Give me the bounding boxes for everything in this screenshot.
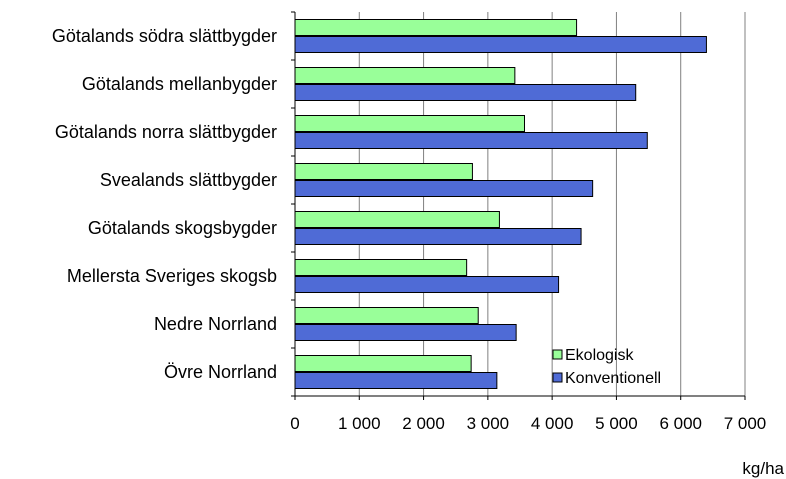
x-tick-label: 7 000 bbox=[724, 414, 767, 433]
bar-ekologisk-3 bbox=[294, 163, 473, 180]
bar-ekologisk-1 bbox=[294, 67, 516, 84]
axes bbox=[291, 11, 746, 400]
category-label: Götalands skogsbygder bbox=[88, 218, 277, 238]
bar-konventionell-2 bbox=[294, 132, 648, 149]
legend-swatch-konventionell bbox=[552, 372, 563, 383]
bar-konventionell-4 bbox=[294, 228, 582, 245]
bar-konventionell-6 bbox=[294, 324, 517, 341]
bar-konventionell-3 bbox=[294, 180, 594, 197]
bar-konventionell-1 bbox=[294, 84, 637, 101]
bar-konventionell-0 bbox=[294, 36, 707, 53]
x-tick-label: 3 000 bbox=[467, 414, 510, 433]
category-label: Nedre Norrland bbox=[154, 314, 277, 334]
legend-label-ekologisk: Ekologisk bbox=[565, 347, 634, 364]
bar-ekologisk-7 bbox=[294, 355, 472, 372]
category-label: Mellersta Sveriges skogsb bbox=[67, 266, 277, 286]
x-tick-label: 2 000 bbox=[402, 414, 445, 433]
bar-ekologisk-6 bbox=[294, 307, 479, 324]
x-tick-label: 6 000 bbox=[659, 414, 702, 433]
category-labels: Götalands södra slättbygder Götalands mel… bbox=[52, 26, 277, 382]
unit-label: kg/ha bbox=[742, 459, 784, 478]
bars-group bbox=[294, 19, 707, 389]
legend-swatch-ekologisk bbox=[552, 349, 563, 360]
x-tick-label: 0 bbox=[290, 414, 299, 433]
x-tick-labels: 0 1 000 2 000 3 000 4 000 5 000 6 000 7 000 bbox=[290, 414, 766, 433]
bar-ekologisk-2 bbox=[294, 115, 525, 132]
bar-konventionell-7 bbox=[294, 372, 498, 389]
x-tick-label: 5 000 bbox=[595, 414, 638, 433]
bar-ekologisk-4 bbox=[294, 211, 500, 228]
category-label: Götalands norra slättbygder bbox=[55, 122, 277, 142]
bar-ekologisk-5 bbox=[294, 259, 468, 276]
category-label: Götalands mellanbygder bbox=[82, 74, 277, 94]
x-tick-label: 1 000 bbox=[338, 414, 381, 433]
legend: Ekologisk Konventionell bbox=[552, 347, 661, 387]
category-label: Svealands slättbygder bbox=[100, 170, 277, 190]
category-label: Götalands södra slättbygder bbox=[52, 26, 277, 46]
x-tick-label: 4 000 bbox=[531, 414, 574, 433]
bar-konventionell-5 bbox=[294, 276, 560, 293]
bar-ekologisk-0 bbox=[294, 19, 578, 36]
category-label: Övre Norrland bbox=[164, 362, 277, 382]
legend-label-konventionell: Konventionell bbox=[565, 370, 661, 387]
